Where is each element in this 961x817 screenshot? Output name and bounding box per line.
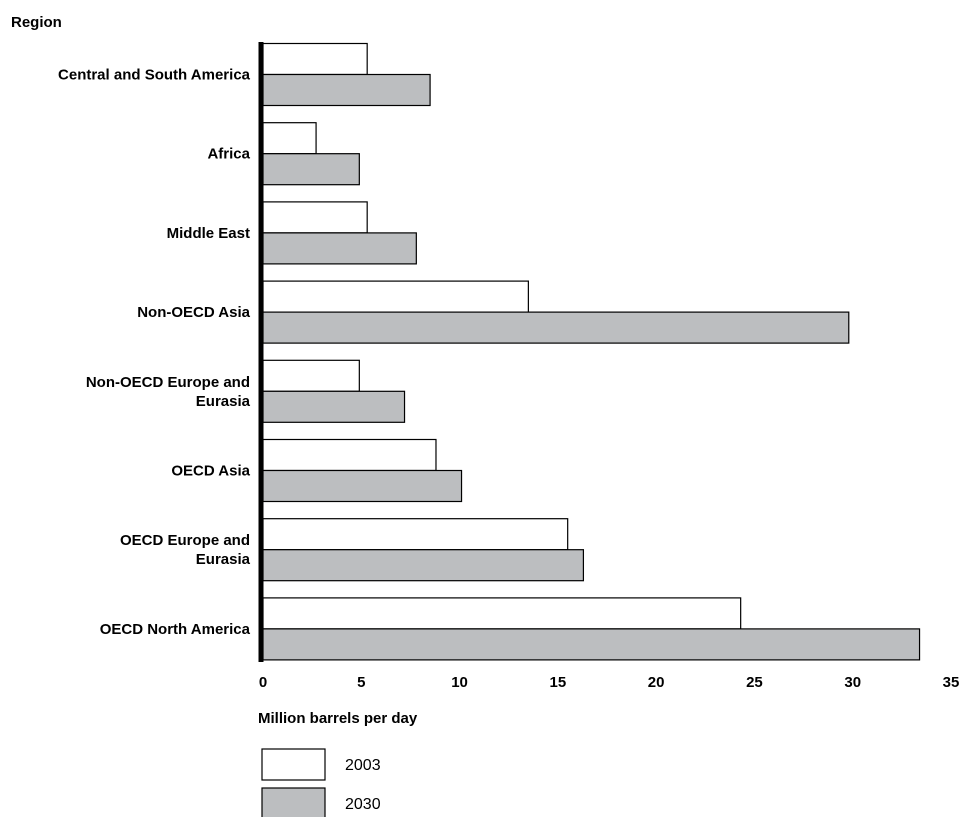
legend-swatch-2030 [262,788,325,817]
bar-2003-7 [263,598,741,629]
bar-2030-6 [263,550,583,581]
x-tick-label-6: 30 [844,674,861,691]
category-label-5-0: OECD Asia [171,463,250,480]
x-tick-label-5: 25 [746,674,763,691]
x-tick-label-0: 0 [259,674,267,691]
x-tick-label-4: 20 [648,674,665,691]
x-tick-labels: 0 5 10 15 20 25 30 35 [259,674,960,691]
bar-2003-0 [263,44,367,75]
legend-label-2030: 2030 [345,796,381,813]
bar-2003-6 [263,519,568,550]
x-axis-title: Million barrels per day [258,710,418,727]
legend-swatch-2003 [262,749,325,780]
x-tick-label-2: 10 [451,674,468,691]
category-label-4-1: Eurasia [196,393,251,410]
bar-2003-1 [263,123,316,154]
bar-2030-0 [263,75,430,106]
bar-2003-3 [263,281,528,312]
bar-2030-3 [263,312,849,343]
category-labels: Central and South America Africa Middle Ea… [58,67,251,638]
category-label-6-0: OECD Europe and [120,532,250,549]
bar-2003-2 [263,202,367,233]
category-label-1-0: Africa [207,146,250,163]
category-label-3-0: Non-OECD Asia [137,304,250,321]
bar-2030-7 [263,629,920,660]
bars [263,44,920,660]
category-label-6-1: Eurasia [196,551,251,568]
bar-2030-2 [263,233,416,264]
bar-2030-4 [263,391,405,422]
bar-2003-4 [263,360,359,391]
bar-2003-5 [263,440,436,471]
category-label-2-0: Middle East [167,225,250,242]
category-label-0-0: Central and South America [58,67,251,84]
x-tick-label-7: 35 [943,674,960,691]
category-label-7-0: OECD North America [100,621,251,638]
y-axis-title: Region [11,14,62,31]
x-tick-label-1: 5 [357,674,365,691]
bar-2030-5 [263,471,462,502]
bar-2030-1 [263,154,359,185]
x-tick-label-3: 15 [550,674,567,691]
legend: 2003 2030 [262,749,381,817]
category-label-4-0: Non-OECD Europe and [86,374,250,391]
legend-label-2003: 2003 [345,757,381,774]
